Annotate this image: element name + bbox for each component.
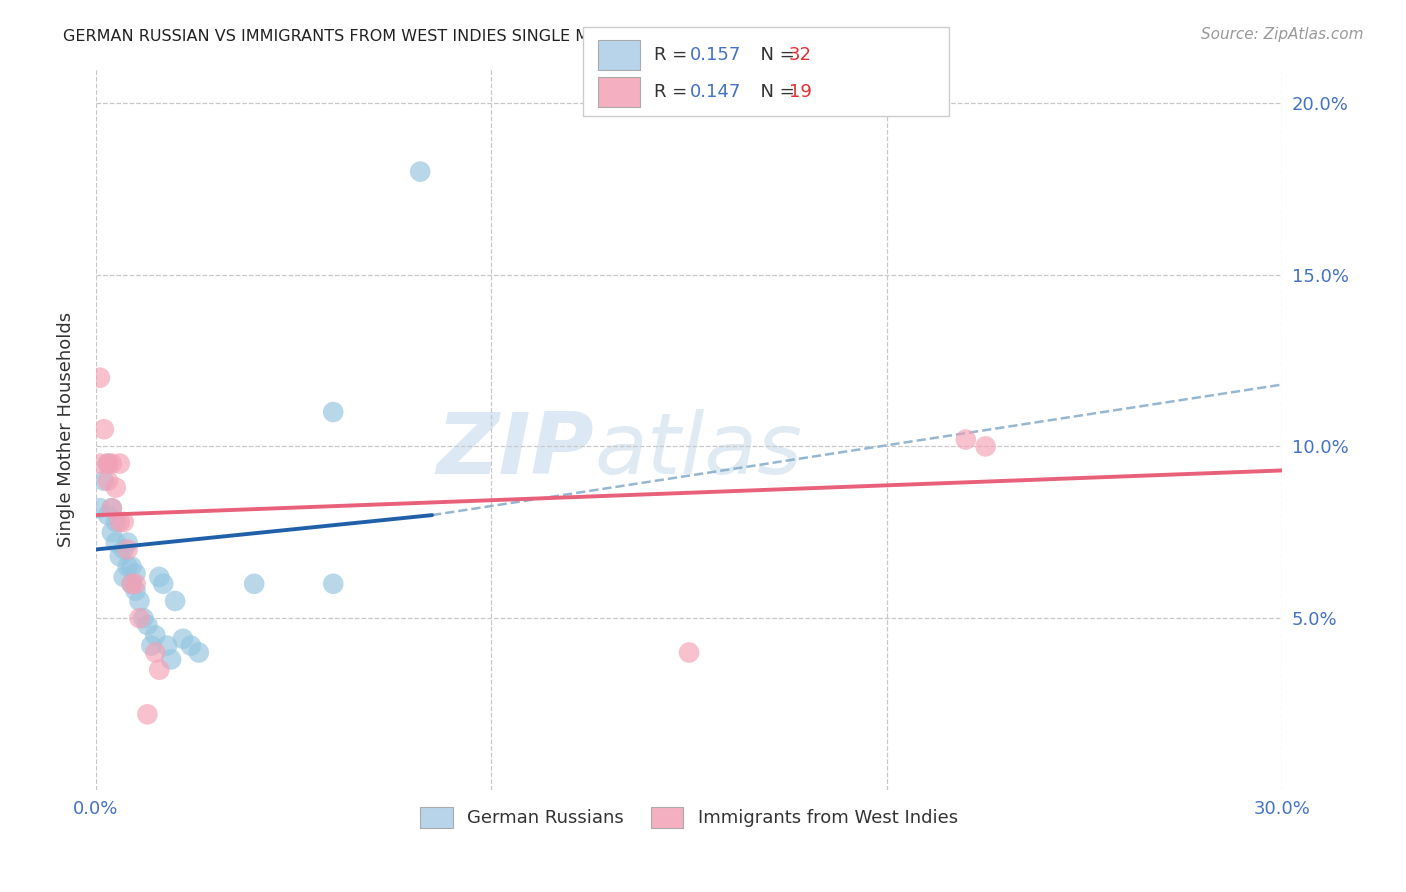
Point: [121, 576, 143, 591]
Text: Source: ZipAtlas.com: Source: ZipAtlas.com: [1201, 27, 1364, 42]
Point: [152, 576, 174, 591]
Point: [104, 515, 127, 529]
Text: R =: R =: [654, 46, 693, 64]
Point: [128, 611, 150, 625]
Point: [143, 628, 166, 642]
Point: [322, 405, 344, 419]
Text: N =: N =: [749, 46, 801, 64]
Y-axis label: Single Mother Households: Single Mother Households: [58, 311, 75, 547]
Point: [148, 663, 170, 677]
Point: [97, 474, 120, 488]
Point: [93, 422, 115, 436]
Text: 0.147: 0.147: [690, 83, 742, 101]
Point: [160, 652, 183, 666]
Point: [180, 639, 202, 653]
Point: [955, 433, 977, 447]
Text: GERMAN RUSSIAN VS IMMIGRANTS FROM WEST INDIES SINGLE MOTHER HOUSEHOLDS CORRELATI: GERMAN RUSSIAN VS IMMIGRANTS FROM WEST I…: [63, 29, 942, 45]
Point: [104, 481, 127, 495]
Point: [148, 570, 170, 584]
Point: [97, 508, 120, 522]
Point: [101, 457, 124, 471]
Point: [108, 515, 131, 529]
Point: [132, 611, 155, 625]
Point: [974, 439, 997, 453]
Point: [112, 542, 135, 557]
Point: [97, 457, 120, 471]
Point: [322, 576, 344, 591]
Point: [89, 457, 111, 471]
Point: [101, 501, 124, 516]
Point: [128, 594, 150, 608]
Point: [112, 515, 135, 529]
Point: [101, 501, 124, 516]
Point: [89, 370, 111, 384]
Point: [124, 583, 146, 598]
Point: [89, 501, 111, 516]
Point: [124, 576, 146, 591]
Point: [141, 639, 163, 653]
Point: [117, 542, 139, 557]
Point: [117, 559, 139, 574]
Point: [143, 646, 166, 660]
Point: [172, 632, 194, 646]
Text: atlas: atlas: [595, 409, 803, 492]
Text: 0.157: 0.157: [690, 46, 742, 64]
Point: [108, 549, 131, 564]
Point: [97, 457, 120, 471]
Point: [136, 707, 159, 722]
Point: [187, 646, 209, 660]
Point: [101, 525, 124, 540]
Text: ZIP: ZIP: [436, 409, 595, 492]
Point: [93, 474, 115, 488]
Point: [678, 646, 700, 660]
Point: [409, 164, 432, 178]
Point: [104, 535, 127, 549]
Point: [108, 457, 131, 471]
Point: [112, 570, 135, 584]
Text: 19: 19: [789, 83, 811, 101]
Point: [156, 639, 179, 653]
Point: [136, 618, 159, 632]
Point: [165, 594, 187, 608]
Point: [243, 576, 266, 591]
Point: [121, 559, 143, 574]
Point: [121, 576, 143, 591]
Point: [117, 535, 139, 549]
Text: R =: R =: [654, 83, 693, 101]
Point: [124, 566, 146, 581]
Text: N =: N =: [749, 83, 801, 101]
Legend: German Russians, Immigrants from West Indies: German Russians, Immigrants from West In…: [413, 800, 965, 835]
Text: 32: 32: [789, 46, 811, 64]
